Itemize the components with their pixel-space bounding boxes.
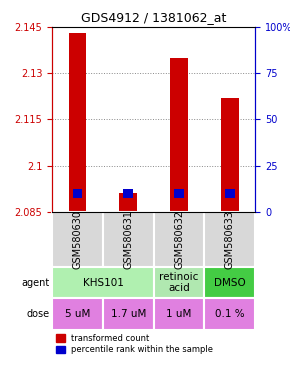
FancyBboxPatch shape [52,212,103,267]
Text: DMSO: DMSO [214,278,246,288]
Text: 0.1 %: 0.1 % [215,309,245,319]
FancyBboxPatch shape [204,267,255,298]
Text: agent: agent [21,278,50,288]
Bar [225,189,235,198]
Text: GSM580632: GSM580632 [174,210,184,269]
FancyBboxPatch shape [154,298,204,330]
FancyBboxPatch shape [154,267,204,298]
Text: 1.7 uM: 1.7 uM [111,309,146,319]
FancyBboxPatch shape [154,212,204,267]
Bar [124,189,133,198]
FancyBboxPatch shape [204,212,255,267]
Text: KHS101: KHS101 [83,278,123,288]
Bar [174,189,184,198]
FancyBboxPatch shape [103,298,154,330]
Text: dose: dose [27,309,50,319]
Bar [119,194,137,212]
Bar [69,33,86,212]
Text: retinoic
acid: retinoic acid [160,272,199,293]
FancyBboxPatch shape [103,212,154,267]
FancyBboxPatch shape [204,298,255,330]
FancyBboxPatch shape [52,298,103,330]
Text: 1 uM: 1 uM [166,309,192,319]
Text: 5 uM: 5 uM [65,309,90,319]
Text: GSM580631: GSM580631 [123,210,133,269]
Bar [221,98,239,212]
Title: GDS4912 / 1381062_at: GDS4912 / 1381062_at [81,11,226,24]
Text: GSM580630: GSM580630 [72,210,83,269]
FancyBboxPatch shape [52,267,154,298]
Bar [73,189,82,198]
Bar [170,58,188,212]
Text: GSM580633: GSM580633 [225,210,235,269]
Legend: transformed count, percentile rank within the sample: transformed count, percentile rank withi… [56,334,213,354]
